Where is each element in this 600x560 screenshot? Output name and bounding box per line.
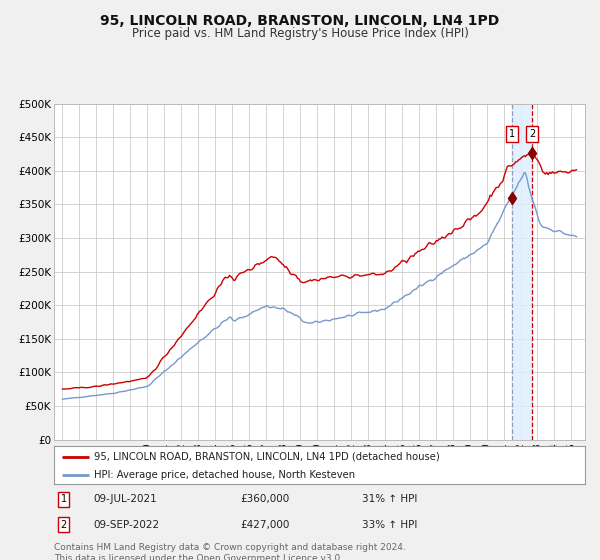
Text: 33% ↑ HPI: 33% ↑ HPI <box>362 520 418 530</box>
Text: 95, LINCOLN ROAD, BRANSTON, LINCOLN, LN4 1PD: 95, LINCOLN ROAD, BRANSTON, LINCOLN, LN4… <box>100 14 500 28</box>
Text: 1: 1 <box>61 494 67 505</box>
Text: £427,000: £427,000 <box>240 520 289 530</box>
Text: 2: 2 <box>529 129 535 139</box>
Text: 2: 2 <box>61 520 67 530</box>
Text: £360,000: £360,000 <box>240 494 289 505</box>
Text: 09-JUL-2021: 09-JUL-2021 <box>94 494 158 505</box>
Text: 09-SEP-2022: 09-SEP-2022 <box>94 520 160 530</box>
Text: 95, LINCOLN ROAD, BRANSTON, LINCOLN, LN4 1PD (detached house): 95, LINCOLN ROAD, BRANSTON, LINCOLN, LN4… <box>94 452 440 462</box>
Text: HPI: Average price, detached house, North Kesteven: HPI: Average price, detached house, Nort… <box>94 470 355 480</box>
Bar <box>512 104 532 440</box>
Text: 1: 1 <box>509 129 515 139</box>
Text: 31% ↑ HPI: 31% ↑ HPI <box>362 494 418 505</box>
Text: Contains HM Land Registry data © Crown copyright and database right 2024.
This d: Contains HM Land Registry data © Crown c… <box>54 543 406 560</box>
Text: Price paid vs. HM Land Registry's House Price Index (HPI): Price paid vs. HM Land Registry's House … <box>131 27 469 40</box>
